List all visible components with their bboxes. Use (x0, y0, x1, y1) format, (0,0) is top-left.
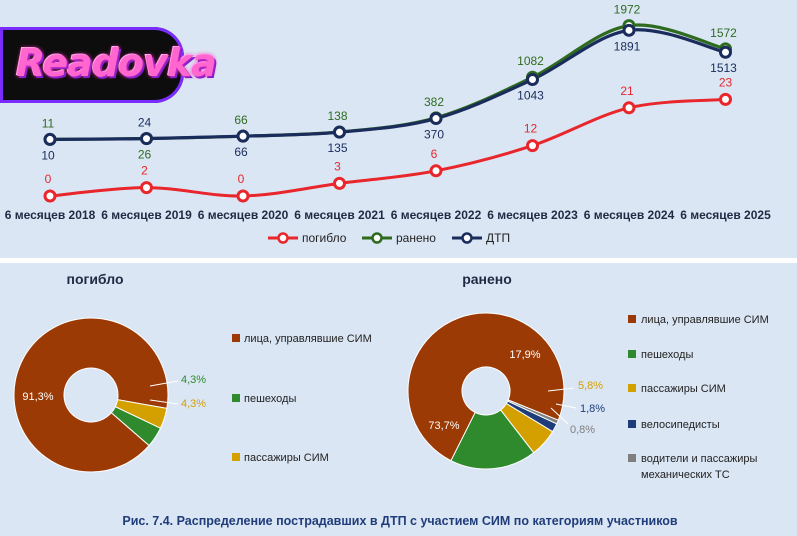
pie-leader (547, 387, 575, 392)
pie-value-label: 5,8% (578, 380, 603, 392)
legend-label: велосипедисты (641, 419, 720, 431)
data-label-accidents: 1513 (710, 61, 737, 75)
data-point (719, 45, 732, 59)
x-tick-label: 6 месяцев 2024 (584, 208, 675, 222)
data-label-killed: 21 (620, 84, 634, 98)
x-tick-label: 6 месяцев 2020 (198, 208, 289, 222)
data-label-injured: 1572 (710, 26, 737, 40)
pie-slice (507, 399, 559, 425)
data-point (236, 189, 250, 203)
x-tick-label: 6 месяцев 2023 (487, 208, 578, 222)
legend-label: пешеходы (641, 349, 693, 361)
pie-slice (450, 409, 535, 470)
data-point (333, 176, 346, 190)
data-label-injured: 66 (234, 113, 248, 127)
readovka-logo: Readovka (0, 27, 217, 103)
legend-label: водители и пассажиры механических ТС (641, 453, 757, 481)
legend-swatch (628, 384, 636, 392)
pie-value-label: 4,3% (181, 374, 206, 386)
pie-leader (149, 380, 179, 387)
pie-leader (149, 399, 179, 405)
data-label-accidents: 370 (424, 128, 444, 142)
legend-label: погибло (302, 231, 347, 245)
legend-marker (371, 232, 383, 244)
data-point (333, 125, 346, 139)
legend-label: ранено (396, 231, 436, 245)
data-point (526, 139, 539, 153)
section-divider (0, 258, 797, 263)
data-label-injured: 11 (42, 116, 55, 130)
pie-value-label: 0,8% (570, 424, 595, 436)
data-point (429, 164, 443, 178)
data-label-killed: 0 (45, 172, 52, 186)
pie-title: погибло (66, 271, 123, 287)
pie-value-label: 73,7% (428, 420, 459, 432)
data-label-killed: 12 (524, 122, 538, 136)
legend-swatch (628, 315, 636, 323)
pie-value-label: 17,9% (509, 349, 540, 361)
data-label-killed: 2 (141, 164, 148, 178)
legend-swatch (232, 334, 240, 342)
data-point (140, 181, 153, 195)
x-tick-label: 6 месяцев 2025 (680, 208, 771, 222)
legend-label: ДТП (486, 231, 510, 245)
legend-marker (461, 232, 473, 244)
pie-leader (550, 407, 569, 425)
legend-swatch (628, 420, 636, 428)
data-label-accidents: 135 (327, 141, 347, 155)
data-point (526, 73, 539, 87)
data-label-accidents: 1891 (614, 39, 641, 53)
x-tick-label: 6 месяцев 2018 (5, 208, 96, 222)
data-label-injured: 382 (424, 95, 444, 109)
data-point (236, 129, 250, 143)
logo-text: Readovka (16, 41, 217, 85)
data-point (43, 189, 57, 203)
legend-swatch (232, 453, 240, 461)
legend-swatch (628, 454, 636, 462)
data-label-injured: 1972 (614, 3, 641, 17)
legend-label-line: водители и пассажиры (641, 453, 757, 465)
legend-swatch (232, 394, 240, 402)
data-point (43, 132, 57, 146)
data-label-injured: 138 (327, 109, 347, 123)
data-label-killed: 3 (334, 159, 341, 173)
figure-caption: Рис. 7.4. Распределение пострадавших в Д… (122, 514, 678, 528)
legend-marker (277, 232, 289, 244)
pie-slice (407, 312, 565, 462)
data-label-accidents: 66 (234, 145, 248, 159)
data-label-killed: 6 (431, 147, 438, 161)
legend-label: пассажиры СИМ (244, 452, 329, 464)
data-label-killed: 0 (238, 172, 245, 186)
data-label-accidents: 1043 (517, 89, 544, 103)
pie-value-label: 1,8% (580, 403, 605, 415)
pie-leader (555, 403, 577, 409)
legend-label-line: механических ТС (641, 469, 730, 481)
data-label-injured: 26 (138, 147, 152, 161)
data-label-killed: 23 (719, 75, 733, 89)
data-point (429, 112, 443, 126)
data-label-accidents: 24 (138, 116, 152, 130)
legend-label: лица, управлявшие СИМ (244, 333, 372, 345)
data-point (622, 23, 636, 37)
legend-label: пешеходы (244, 393, 296, 405)
data-label-injured: 1082 (517, 54, 544, 68)
pie-value-label: 4,3% (181, 398, 206, 410)
data-point (140, 132, 153, 146)
pie-title: ранено (462, 271, 512, 287)
x-tick-label: 6 месяцев 2022 (391, 208, 482, 222)
series-line-0 (49, 97, 726, 198)
x-tick-label: 6 месяцев 2021 (294, 208, 385, 222)
pie-value-label: 91,3% (22, 391, 53, 403)
pie-slice (114, 399, 168, 429)
legend-swatch (628, 350, 636, 358)
pie-slice (13, 317, 169, 473)
x-tick-label: 6 месяцев 2019 (101, 208, 192, 222)
data-label-accidents: 10 (41, 148, 55, 162)
legend-label: лица, управлявшие СИМ (641, 314, 769, 326)
data-point (622, 101, 636, 115)
legend-label: пассажиры СИМ (641, 383, 726, 395)
data-point (719, 92, 732, 106)
